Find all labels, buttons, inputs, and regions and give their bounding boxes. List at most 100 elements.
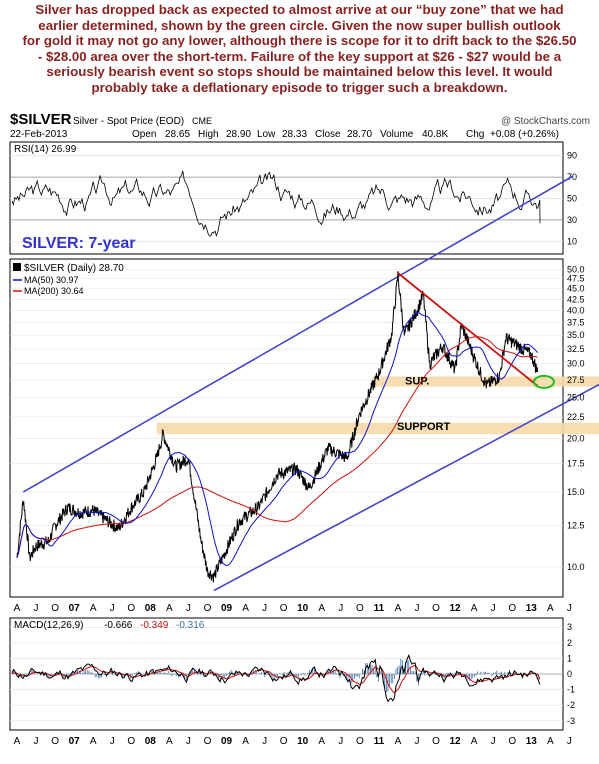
chg-value: +0.08 (+0.26%) bbox=[490, 129, 559, 140]
x-tick-label-top: A bbox=[318, 603, 325, 614]
rsi-panel: RSI(14) 26.99 SILVER: 7-year 9070503010 bbox=[9, 141, 577, 255]
x-tick-label-top: 11 bbox=[374, 603, 385, 614]
x-tick-label-bottom: 10 bbox=[297, 736, 309, 747]
close-label: Close bbox=[315, 129, 341, 140]
ma50-line bbox=[16, 312, 539, 566]
x-tick-label-top: O bbox=[432, 603, 440, 614]
macd-tick-label: 3 bbox=[567, 622, 572, 632]
volume-value: 40.8K bbox=[422, 129, 448, 140]
x-tick-label-top: A bbox=[14, 603, 21, 614]
chart-svg: $SILVER Silver - Spot Price (EOD) CME @ … bbox=[9, 111, 599, 747]
support-band-upper bbox=[372, 376, 599, 387]
price-tick-label: 42.5 bbox=[567, 294, 585, 304]
x-tick-label-top: 08 bbox=[145, 603, 157, 614]
x-tick-label-top: 07 bbox=[69, 603, 81, 614]
stockchart: $SILVER Silver - Spot Price (EOD) CME @ … bbox=[0, 103, 599, 759]
x-tick-label-top: O bbox=[356, 603, 364, 614]
x-tick-label-top: J bbox=[262, 603, 267, 614]
price-legend: $SILVER (Daily) 28.70 bbox=[24, 263, 124, 274]
x-tick-label-top: A bbox=[242, 603, 249, 614]
x-tick-label-top: O bbox=[280, 603, 288, 614]
rsi-tick-label: 10 bbox=[567, 236, 577, 246]
support-label-lower: SUPPORT bbox=[397, 421, 450, 433]
price-tick-label: 15.0 bbox=[567, 487, 585, 497]
x-tick-label-bottom: 09 bbox=[221, 736, 233, 747]
x-tick-label-bottom: 08 bbox=[145, 736, 157, 747]
commentary-line: Silver has dropped back as expected to a… bbox=[35, 2, 564, 17]
macd-tick-label: 2 bbox=[567, 638, 572, 648]
ma50-legend: MA(50) 30.97 bbox=[24, 275, 79, 285]
commentary-line: earlier determined, shown by the green c… bbox=[38, 17, 561, 33]
price-tick-label: 40.0 bbox=[567, 306, 585, 316]
x-tick-label-top: A bbox=[471, 603, 478, 614]
x-tick-label-bottom: A bbox=[166, 736, 173, 747]
chart-description: Silver - Spot Price (EOD) bbox=[73, 116, 184, 127]
x-tick-label-top: 09 bbox=[221, 603, 233, 614]
x-tick-label-top: O bbox=[204, 603, 212, 614]
volume-label: Volume bbox=[380, 129, 414, 140]
rsi-legend: RSI(14) 26.99 bbox=[14, 144, 77, 155]
open-value: 28.65 bbox=[165, 129, 190, 140]
commentary-line: for gold it may not go any lower, althou… bbox=[22, 33, 577, 49]
close-value: 28.70 bbox=[347, 129, 372, 140]
legend-swatch-main bbox=[13, 263, 21, 271]
price-tick-label: 12.5 bbox=[567, 521, 585, 531]
x-tick-label-bottom: O bbox=[432, 736, 440, 747]
ma200-line bbox=[16, 336, 538, 559]
x-axis-labels-bottom: A J O 07 A J O 08 A J O 09 A J O 10 A J O 11 A J O 12 A J O 13 A J bbox=[14, 736, 572, 747]
high-value: 28.90 bbox=[226, 129, 251, 140]
x-tick-label-bottom: J bbox=[491, 736, 496, 747]
rsi-tick-label: 30 bbox=[567, 215, 577, 225]
x-tick-label-bottom: J bbox=[110, 736, 115, 747]
price-tick-label: 50.0 bbox=[567, 264, 585, 274]
price-tick-label: 17.5 bbox=[567, 458, 585, 468]
macd-legend-prefix: MACD(12,26,9) bbox=[14, 620, 83, 631]
chart-exchange: CME bbox=[192, 116, 212, 126]
x-tick-label-top: O bbox=[508, 603, 516, 614]
macd-tick-label: 0 bbox=[567, 669, 572, 679]
price-tick-label: 22.5 bbox=[567, 412, 585, 422]
chg-label: Chg bbox=[466, 129, 484, 140]
x-tick-label-bottom: J bbox=[567, 736, 572, 747]
x-tick-label-top: 13 bbox=[526, 603, 538, 614]
macd-tick-label: -2 bbox=[567, 700, 575, 710]
x-tick-label-top: 10 bbox=[297, 603, 309, 614]
x-tick-label-bottom: J bbox=[186, 736, 191, 747]
x-tick-label-bottom: A bbox=[471, 736, 478, 747]
ma200-legend: MA(200) 30.64 bbox=[24, 286, 84, 296]
x-tick-label-top: 12 bbox=[450, 603, 462, 614]
x-tick-label-bottom: J bbox=[262, 736, 267, 747]
price-tick-label: 30.0 bbox=[567, 359, 585, 369]
price-tick-label: 47.5 bbox=[567, 274, 585, 284]
chart-date: 22-Feb-2013 bbox=[10, 129, 68, 140]
open-label: Open bbox=[132, 129, 156, 140]
x-tick-label-top: A bbox=[395, 603, 402, 614]
x-tick-label-top: O bbox=[51, 603, 59, 614]
commentary-line: seriously bearish event so stops should … bbox=[46, 64, 553, 80]
x-tick-label-top: A bbox=[547, 603, 554, 614]
x-tick-label-top: J bbox=[186, 603, 191, 614]
price-tick-label: 45.0 bbox=[567, 284, 585, 294]
macd-tick-label: 1 bbox=[567, 653, 572, 663]
x-tick-label-bottom: O bbox=[127, 736, 135, 747]
x-tick-label-bottom: O bbox=[280, 736, 288, 747]
support-band-lower bbox=[156, 422, 599, 435]
commentary-text: Silver has dropped back as expected to a… bbox=[4, 2, 595, 96]
macd-tick-label: -3 bbox=[567, 716, 575, 726]
x-tick-label-top: J bbox=[110, 603, 115, 614]
x-tick-label-bottom: 11 bbox=[374, 736, 385, 747]
rsi-line bbox=[11, 170, 541, 237]
x-tick-label-bottom: O bbox=[508, 736, 516, 747]
rsi-tick-label: 50 bbox=[567, 194, 577, 204]
chart-symbol: $SILVER bbox=[10, 111, 72, 128]
x-tick-label-top: J bbox=[567, 603, 572, 614]
x-tick-label-top: J bbox=[34, 603, 39, 614]
x-tick-label-bottom: O bbox=[356, 736, 364, 747]
x-tick-label-bottom: O bbox=[51, 736, 59, 747]
low-label: Low bbox=[257, 129, 276, 140]
price-tick-label: 32.5 bbox=[567, 344, 585, 354]
chart-annotation-title: SILVER: 7-year bbox=[22, 235, 136, 252]
channel-lower-line bbox=[213, 383, 599, 592]
macd-panel: MACD(12,26,9) -0.666 -0.349 -0.316 3 2 1 0 -… bbox=[9, 617, 575, 731]
macd-value: -0.666 bbox=[104, 620, 133, 631]
